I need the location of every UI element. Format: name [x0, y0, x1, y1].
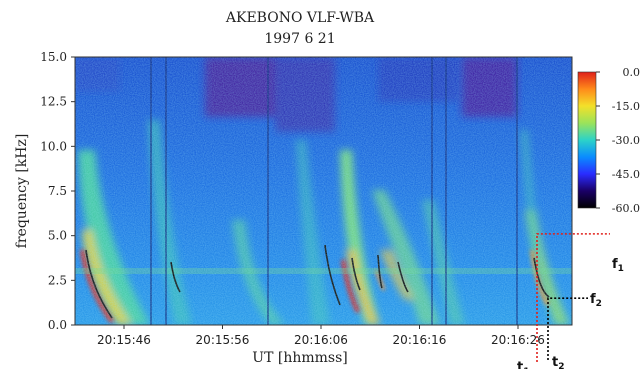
- x-axis-label: UT [hhmmss]: [252, 350, 347, 366]
- y-axis-label: frequency [kHz]: [14, 134, 30, 249]
- t2-label: t2: [552, 355, 564, 369]
- colorbar-tick-label: 0.0: [623, 66, 641, 79]
- colorbar-tick-label: -15.0: [612, 100, 640, 113]
- y-tick-label: 0.0: [48, 318, 67, 332]
- x-tick-label: 20:16:16: [393, 333, 447, 347]
- y-tick-label: 15.0: [40, 50, 67, 64]
- f1-marker-line: [536, 233, 610, 362]
- y-tick-label: 7.5: [48, 184, 67, 198]
- y-tick-label: 12.5: [40, 95, 67, 109]
- colorbar: 0.0 -15.0 -30.0 -45.0 -60.0: [577, 66, 641, 215]
- f2-label: f2: [590, 292, 602, 309]
- y-tick-label: 5.0: [48, 229, 67, 243]
- x-tick-label: 20:16:06: [294, 333, 348, 347]
- y-tick-label: 10.0: [40, 139, 67, 153]
- colorbar-tick-label: -45.0: [612, 168, 640, 181]
- chart-title: AKEBONO VLF-WBA: [225, 10, 375, 26]
- colorbar-tick-label: -60.0: [612, 202, 640, 215]
- x-tick-label: 20:16:26: [491, 333, 545, 347]
- t1-label: t1: [517, 360, 529, 369]
- y-axis: 0.0 2.5 5.0 7.5 10.0 12.5 15.0: [40, 50, 75, 332]
- spectrogram-plot-area: [75, 57, 572, 325]
- x-tick-label: 20:15:46: [97, 333, 151, 347]
- colorbar-gradient: [577, 71, 597, 209]
- x-axis: 20:15:46 20:15:56 20:16:06 20:16:16 20:16:26: [97, 325, 545, 347]
- chart-subtitle: 1997 6 21: [264, 31, 335, 47]
- x-tick-label: 20:15:56: [196, 333, 250, 347]
- annotations: f1 f2 t2 t1: [517, 233, 624, 369]
- f2-marker-line: [547, 297, 588, 360]
- y-tick-label: 2.5: [48, 273, 67, 287]
- colorbar-tick-label: -30.0: [612, 134, 640, 147]
- f1-label: f1: [612, 257, 624, 274]
- noise-overlay: [75, 57, 572, 325]
